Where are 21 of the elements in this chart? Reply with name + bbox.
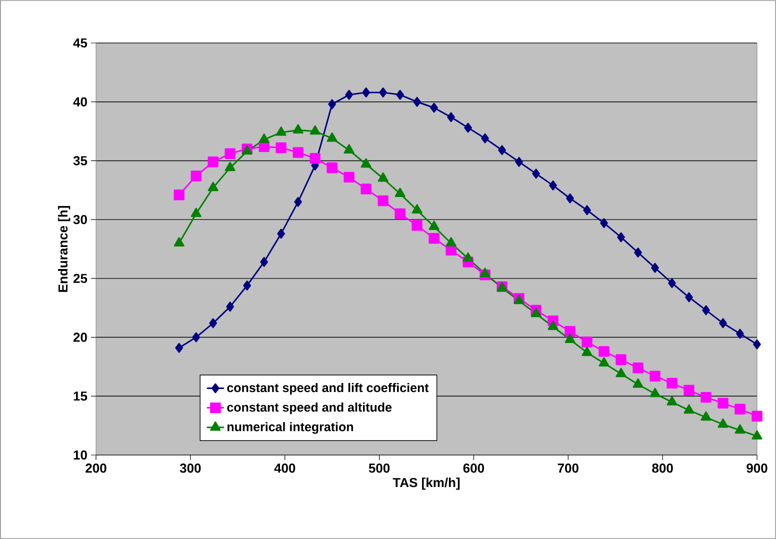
y-tick-label: 25 <box>73 274 88 284</box>
x-tick-label: 200 <box>86 464 106 473</box>
legend-label: constant speed and lift coefficient <box>227 382 429 395</box>
x-tick-label: 900 <box>746 464 768 473</box>
x-tick-label: 700 <box>558 464 578 473</box>
y-tick-label: 10 <box>74 450 87 460</box>
x-tick-label: 800 <box>652 464 673 473</box>
legend-label: numerical integration <box>228 422 354 434</box>
x-tick-label: 400 <box>274 464 296 473</box>
x-axis-title: TAS [km/h] <box>392 478 460 490</box>
x-tick-label: 600 <box>463 464 484 473</box>
legend-label: constant speed and altitude <box>227 402 392 414</box>
x-tick-label: 300 <box>180 464 201 473</box>
y-axis-title: Endurance [h] <box>58 206 70 292</box>
x-tick-label: 500 <box>368 464 390 473</box>
y-tick-label: 40 <box>73 97 87 106</box>
y-tick-label: 35 <box>73 156 88 166</box>
y-tick-label: 45 <box>73 38 88 48</box>
y-tick-label: 20 <box>73 332 87 342</box>
y-tick-label: 30 <box>73 214 87 224</box>
y-tick-label: 15 <box>74 392 88 401</box>
